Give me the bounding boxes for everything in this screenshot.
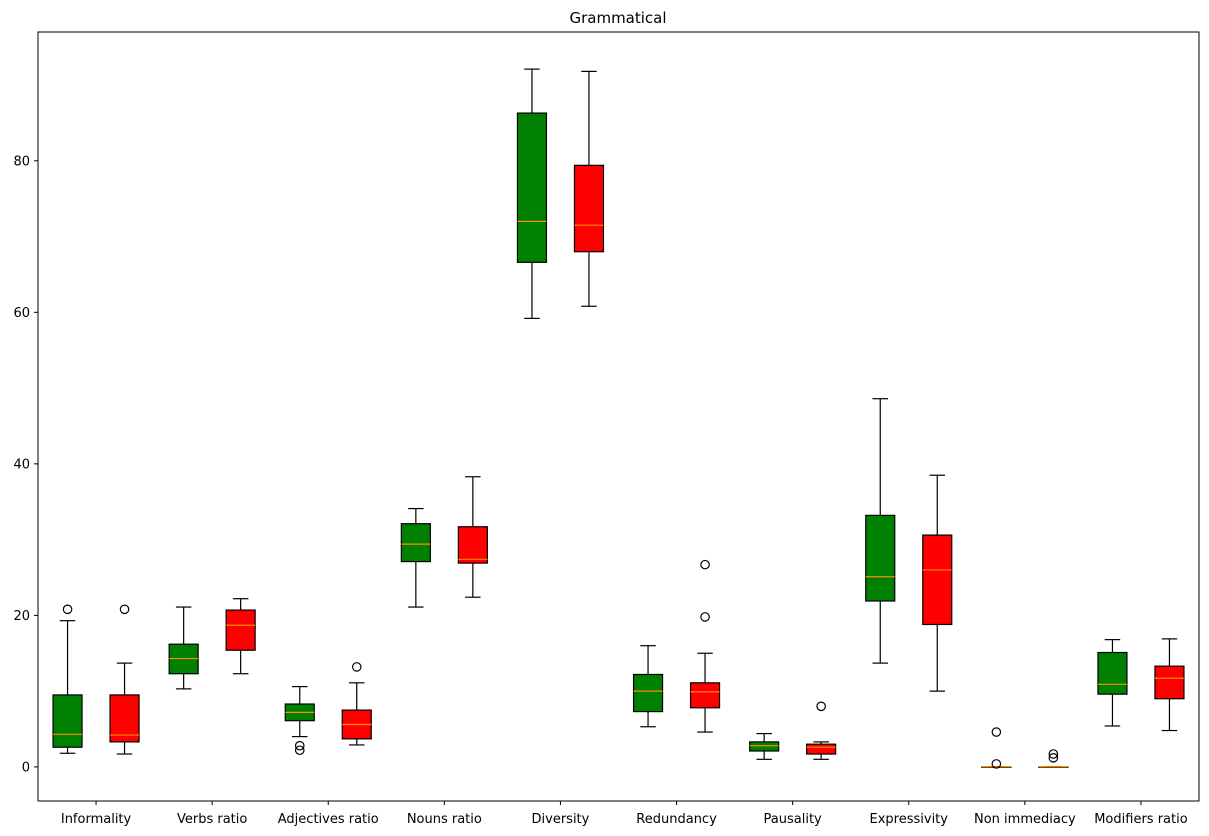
box-body bbox=[573, 164, 605, 253]
box-expressivity-b bbox=[922, 474, 953, 692]
outlier-point bbox=[62, 604, 73, 615]
x-tick-label: Pausality bbox=[764, 812, 823, 827]
box-body bbox=[632, 673, 664, 713]
y-tick-label: 20 bbox=[13, 609, 30, 624]
box-body bbox=[52, 694, 83, 748]
box-body bbox=[225, 609, 256, 651]
box-body bbox=[806, 743, 837, 755]
outlier-point bbox=[816, 701, 826, 712]
x-tick-label: Diversity bbox=[532, 812, 590, 827]
box-expressivity-a bbox=[865, 398, 896, 664]
x-tick-label: Nouns ratio bbox=[407, 812, 482, 827]
x-tick-label: Expressivity bbox=[870, 812, 949, 827]
box-modifiers-ratio-a bbox=[1097, 639, 1128, 727]
box-modifiers-ratio-b bbox=[1154, 638, 1185, 732]
box-redundancy-b bbox=[689, 559, 721, 733]
plot-frame bbox=[37, 31, 1200, 802]
y-tick-label: 60 bbox=[13, 306, 30, 321]
box-nouns-ratio-a bbox=[400, 507, 431, 608]
box-body bbox=[1097, 651, 1128, 695]
box-body bbox=[457, 526, 488, 564]
outlier-point bbox=[294, 745, 305, 756]
x-tick-label: Verbs ratio bbox=[177, 812, 247, 827]
x-tick-label: Adjectives ratio bbox=[278, 812, 379, 827]
outlier-point bbox=[700, 559, 710, 570]
box-nouns-ratio-b bbox=[457, 476, 488, 598]
box-pausality-a bbox=[749, 732, 780, 760]
box-body bbox=[865, 514, 896, 602]
outlier-point bbox=[1048, 749, 1059, 759]
y-tick-label: 40 bbox=[13, 457, 30, 472]
box-body bbox=[922, 534, 953, 626]
box-body bbox=[400, 523, 431, 563]
y-tick-label: 80 bbox=[13, 154, 30, 169]
outlier-point bbox=[1048, 753, 1059, 763]
box-verbs-ratio-a bbox=[168, 606, 199, 690]
x-tick-label: Informality bbox=[61, 812, 132, 827]
box-body bbox=[516, 112, 548, 263]
box-diversity-a bbox=[516, 68, 548, 319]
box-body bbox=[109, 694, 140, 743]
box-adjectives-ratio-b bbox=[341, 662, 372, 746]
box-body bbox=[1154, 665, 1185, 700]
outlier-point bbox=[991, 759, 1002, 769]
x-tick-label: Redundancy bbox=[636, 812, 717, 827]
box-redundancy-a bbox=[632, 645, 664, 728]
chart-title: Grammatical bbox=[569, 9, 666, 27]
box-verbs-ratio-b bbox=[225, 598, 256, 675]
box-adjectives-ratio-a bbox=[284, 685, 315, 756]
box-body bbox=[689, 682, 721, 709]
x-axis: Informality Verbs ratio Adjectives ratio No… bbox=[61, 801, 1188, 827]
outlier-point bbox=[991, 727, 1002, 737]
box-informality-a bbox=[52, 604, 83, 754]
x-tick-label: Non immediacy bbox=[974, 812, 1076, 827]
box-informality-b bbox=[109, 604, 140, 755]
box-body bbox=[749, 741, 780, 752]
plot-area bbox=[37, 31, 1200, 802]
y-axis: 0 20 40 60 80 bbox=[13, 154, 38, 775]
box-non-immediacy-a bbox=[981, 727, 1012, 769]
outlier-point bbox=[700, 612, 710, 622]
box-non-immediacy-b bbox=[1038, 749, 1069, 769]
box-pausality-b bbox=[806, 701, 837, 760]
x-tick-label: Modifiers ratio bbox=[1094, 812, 1187, 827]
outlier-point bbox=[119, 604, 130, 615]
outlier-point bbox=[351, 662, 362, 672]
box-diversity-b bbox=[573, 70, 605, 307]
y-tick-label: 0 bbox=[22, 760, 30, 775]
outlier-point bbox=[294, 740, 305, 751]
